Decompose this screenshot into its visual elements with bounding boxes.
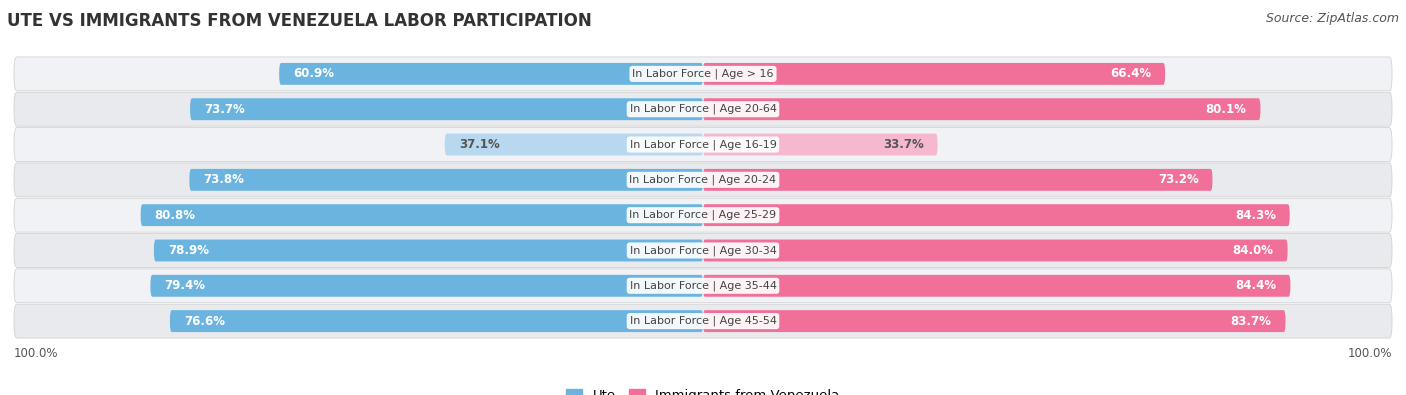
Text: In Labor Force | Age 16-19: In Labor Force | Age 16-19: [630, 139, 776, 150]
Text: 76.6%: 76.6%: [184, 314, 225, 327]
Text: UTE VS IMMIGRANTS FROM VENEZUELA LABOR PARTICIPATION: UTE VS IMMIGRANTS FROM VENEZUELA LABOR P…: [7, 12, 592, 30]
FancyBboxPatch shape: [14, 198, 1392, 232]
FancyBboxPatch shape: [14, 233, 1392, 267]
Text: 73.2%: 73.2%: [1157, 173, 1198, 186]
Text: 73.8%: 73.8%: [204, 173, 245, 186]
FancyBboxPatch shape: [14, 269, 1392, 303]
Text: 84.4%: 84.4%: [1236, 279, 1277, 292]
Text: 100.0%: 100.0%: [1347, 346, 1392, 359]
FancyBboxPatch shape: [703, 239, 1288, 261]
Text: 66.4%: 66.4%: [1111, 68, 1152, 81]
Text: In Labor Force | Age 30-34: In Labor Force | Age 30-34: [630, 245, 776, 256]
Text: 73.7%: 73.7%: [204, 103, 245, 116]
Text: 33.7%: 33.7%: [883, 138, 924, 151]
Text: 83.7%: 83.7%: [1230, 314, 1271, 327]
Text: 84.0%: 84.0%: [1233, 244, 1274, 257]
FancyBboxPatch shape: [14, 163, 1392, 197]
FancyBboxPatch shape: [703, 204, 1289, 226]
FancyBboxPatch shape: [150, 275, 703, 297]
FancyBboxPatch shape: [703, 169, 1212, 191]
Text: 79.4%: 79.4%: [165, 279, 205, 292]
Text: 37.1%: 37.1%: [458, 138, 499, 151]
Text: In Labor Force | Age 25-29: In Labor Force | Age 25-29: [630, 210, 776, 220]
FancyBboxPatch shape: [14, 304, 1392, 338]
FancyBboxPatch shape: [444, 134, 703, 156]
Text: In Labor Force | Age 35-44: In Labor Force | Age 35-44: [630, 280, 776, 291]
Text: In Labor Force | Age 45-54: In Labor Force | Age 45-54: [630, 316, 776, 326]
FancyBboxPatch shape: [141, 204, 703, 226]
FancyBboxPatch shape: [14, 92, 1392, 126]
FancyBboxPatch shape: [190, 98, 703, 120]
Text: Source: ZipAtlas.com: Source: ZipAtlas.com: [1265, 12, 1399, 25]
FancyBboxPatch shape: [14, 128, 1392, 162]
FancyBboxPatch shape: [170, 310, 703, 332]
Text: In Labor Force | Age 20-64: In Labor Force | Age 20-64: [630, 104, 776, 115]
FancyBboxPatch shape: [280, 63, 703, 85]
FancyBboxPatch shape: [190, 169, 703, 191]
Text: 60.9%: 60.9%: [292, 68, 335, 81]
FancyBboxPatch shape: [703, 63, 1166, 85]
FancyBboxPatch shape: [703, 310, 1285, 332]
FancyBboxPatch shape: [153, 239, 703, 261]
Text: 80.8%: 80.8%: [155, 209, 195, 222]
Text: 100.0%: 100.0%: [14, 346, 59, 359]
Legend: Ute, Immigrants from Venezuela: Ute, Immigrants from Venezuela: [561, 384, 845, 395]
FancyBboxPatch shape: [703, 98, 1260, 120]
FancyBboxPatch shape: [703, 275, 1291, 297]
Text: In Labor Force | Age 20-24: In Labor Force | Age 20-24: [630, 175, 776, 185]
Text: 78.9%: 78.9%: [167, 244, 209, 257]
FancyBboxPatch shape: [14, 57, 1392, 91]
Text: 80.1%: 80.1%: [1206, 103, 1247, 116]
Text: 84.3%: 84.3%: [1234, 209, 1275, 222]
FancyBboxPatch shape: [703, 134, 938, 156]
Text: In Labor Force | Age > 16: In Labor Force | Age > 16: [633, 69, 773, 79]
